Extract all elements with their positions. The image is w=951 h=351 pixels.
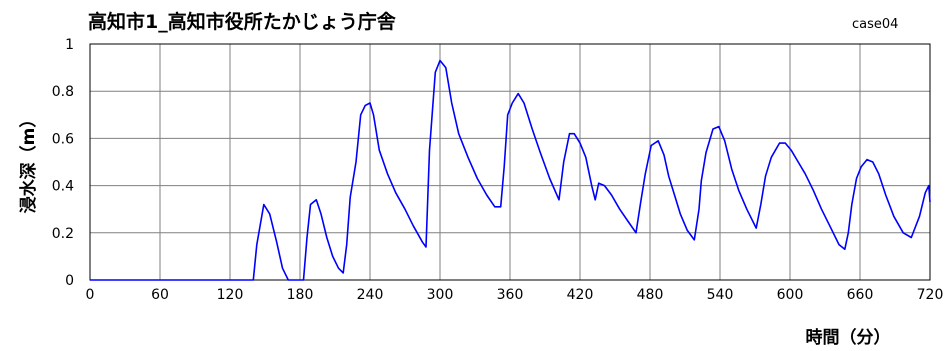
x-tick-labels: 0 60 120 180 240 300 360 420 480 540 600 660 720 <box>86 287 944 303</box>
x-tick-label: 240 <box>357 287 384 303</box>
x-tick-label: 360 <box>497 287 524 303</box>
x-tick-label: 660 <box>847 287 874 303</box>
x-tick-label: 480 <box>637 287 664 303</box>
y-tick-label: 0.4 <box>52 179 74 195</box>
series-line <box>90 59 931 281</box>
y-axis-label: 浸水深（m） <box>18 111 39 214</box>
y-tick-label: 1 <box>65 37 74 53</box>
plot-frame <box>89 43 931 281</box>
x-tick-label: 0 <box>86 287 95 303</box>
x-axis-label: 時間（分） <box>806 327 891 348</box>
x-tick-label: 720 <box>917 287 944 303</box>
y-tick-label: 0.6 <box>52 131 74 147</box>
y-tick-label: 0 <box>65 273 74 289</box>
chart-title: 高知市1_高知市役所たかじょう庁舎 <box>88 10 397 33</box>
y-tick-label: 0.8 <box>52 84 74 100</box>
case-label: case04 <box>852 17 898 32</box>
x-tick-label: 600 <box>777 287 804 303</box>
x-tick-label: 180 <box>287 287 314 303</box>
y-tick-label: 0.2 <box>52 226 74 242</box>
x-tick-label: 420 <box>567 287 594 303</box>
y-tick-labels: 0 0.2 0.4 0.6 0.8 1 <box>52 37 74 289</box>
x-tick-label: 120 <box>217 287 244 303</box>
x-tick-label: 300 <box>427 287 454 303</box>
x-tick-label: 60 <box>151 287 169 303</box>
x-tick-label: 540 <box>707 287 734 303</box>
grid <box>90 44 930 280</box>
